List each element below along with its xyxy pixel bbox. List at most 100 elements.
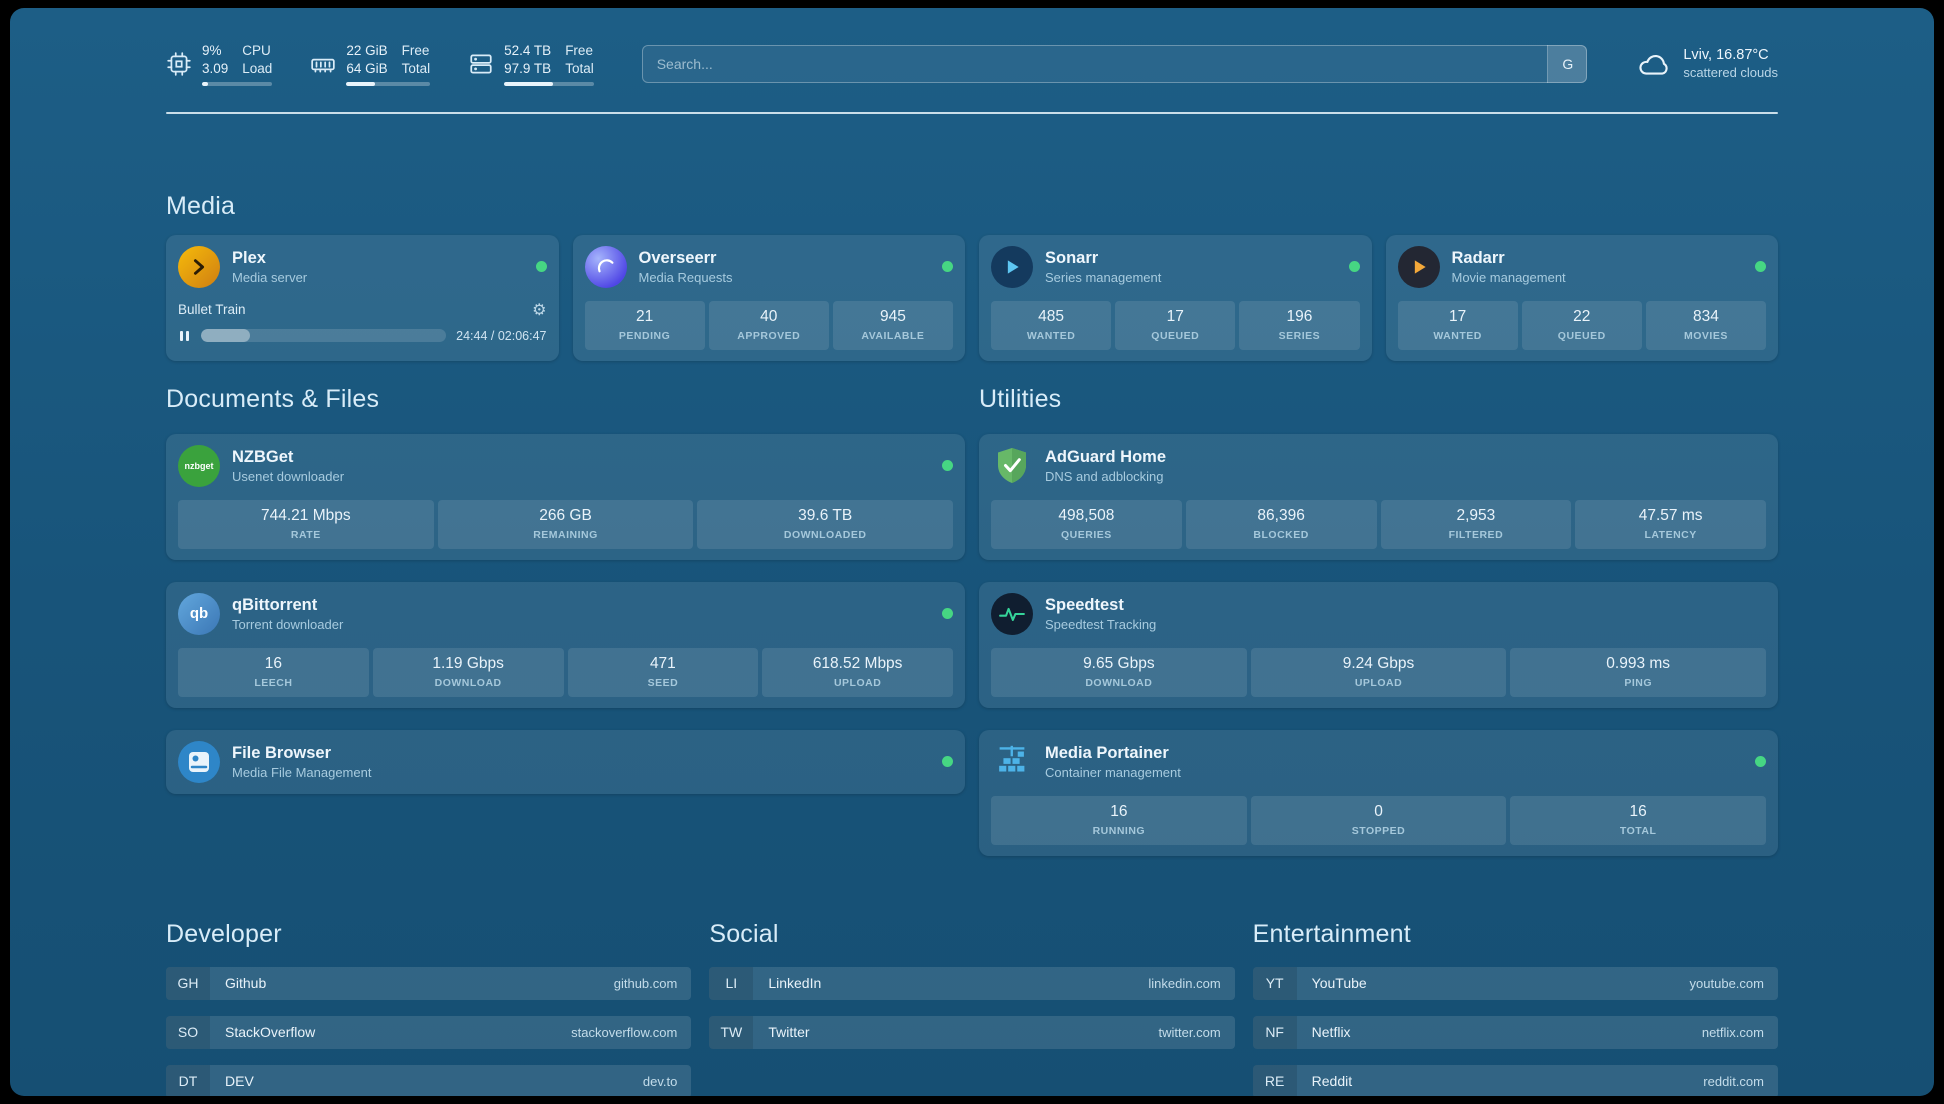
cpu-progress-bar [202,81,273,86]
cpu-progress-fill [202,81,209,86]
bookmark-group-social: Social LI LinkedIn linkedin.com TW Twitt… [709,919,1235,1049]
stat-ping: 0.993 ms PING [1510,647,1767,697]
resource-widgets: 9% 3.09 CPU Load [166,42,594,86]
bookmark-stackoverflow[interactable]: SO StackOverflow stackoverflow.com [166,1015,692,1049]
weather-location: Lviv, 16.87°C [1683,47,1769,64]
stat-upload: 618.52 Mbps UPLOAD [762,647,953,697]
service-title: Plex [232,248,266,267]
service-subtitle: Speedtest Tracking [1045,616,1157,632]
stat-seed: 471 SEED [567,647,759,697]
disk-total-value: 97.9 TB [504,60,552,76]
playback-progress-bar[interactable] [200,329,447,343]
service-subtitle: DNS and adblocking [1045,468,1164,484]
stat-rate: 744.21 Mbps RATE [178,499,434,549]
utilities-section-title: Utilities [979,384,1062,413]
service-card-nzbget[interactable]: nzbget NZBGet Usenet downloader 744.21 M… [166,433,965,560]
stat-latency: 47.57 ms LATENCY [1575,499,1766,549]
stat-download: 9.65 Gbps DOWNLOAD [991,647,1247,697]
portainer-icon [991,741,1033,783]
cpu-usage-value: 9% [202,43,222,58]
status-dot [1755,261,1766,273]
memory-icon [310,51,336,77]
service-card-portainer[interactable]: Media Portainer Container management 16 … [979,729,1778,856]
gear-icon[interactable]: ⚙ [532,301,547,319]
status-dot [942,460,953,472]
topbar: 9% 3.09 CPU Load [166,42,1778,86]
search-input[interactable] [641,44,1588,83]
now-playing-title: Bullet Train [178,302,246,318]
memory-label-1: Free [401,43,430,58]
bookmark-youtube[interactable]: YT YouTube youtube.com [1252,966,1778,1000]
stat-wanted: 485 WANTED [991,300,1112,350]
stat-download: 1.19 Gbps DOWNLOAD [372,647,564,697]
service-card-plex[interactable]: Plex Media server Bullet Train ⚙ [166,234,559,361]
media-section-title: Media [166,191,236,220]
weather-widget: Lviv, 16.87°C scattered clouds [1635,46,1778,82]
status-dot [942,608,953,620]
status-dot [1755,756,1766,768]
cpu-label-2: Load [242,60,273,76]
service-title: Media Portainer [1045,743,1169,762]
stat-remaining: 266 GB REMAINING [437,499,694,549]
service-card-adguard[interactable]: AdGuard Home DNS and adblocking 498,508 … [979,433,1778,560]
disk-free-value: 52.4 TB [504,43,552,58]
cpu-label-1: CPU [242,43,271,58]
stat-queued: 22 QUEUED [1521,300,1642,350]
search-bar: G [641,44,1588,83]
service-card-filebrowser[interactable]: File Browser Media File Management [166,729,965,794]
stat-running: 16 RUNNING [991,795,1247,845]
service-subtitle: Movie management [1451,269,1566,285]
bookmark-twitter[interactable]: TW Twitter twitter.com [709,1015,1235,1049]
stat-downloaded: 39.6 TB DOWNLOADED [697,499,954,549]
bookmark-linkedin[interactable]: LI LinkedIn linkedin.com [709,966,1235,1000]
stat-total: 16 TOTAL [1510,795,1767,845]
cpu-load-value: 3.09 [202,60,229,76]
stat-leech: 16 LEECH [178,647,369,697]
playback-time: 24:44 / 02:06:47 [456,328,547,343]
service-subtitle: Container management [1045,764,1181,780]
service-card-radarr[interactable]: Radarr Movie management 17 WANTED 22 QUE… [1385,234,1778,361]
pause-button[interactable] [178,330,191,341]
service-card-qbittorrent[interactable]: qb qBittorrent Torrent downloader 16 [166,581,965,708]
stat-queued: 17 QUEUED [1115,300,1236,350]
speedtest-icon [991,592,1033,635]
memory-widget: 22 GiB 64 GiB Free Total [310,42,431,86]
bookmark-group-entertainment: Entertainment YT YouTube youtube.com NF … [1252,920,1778,1096]
service-subtitle: Usenet downloader [232,468,345,484]
stat-filtered: 2,953 FILTERED [1380,499,1572,549]
stat-pending: 21 PENDING [584,300,705,350]
service-subtitle: Torrent downloader [232,616,344,632]
stat-wanted: 17 WANTED [1397,300,1518,350]
status-dot [942,261,953,273]
bookmark-reddit[interactable]: RE Reddit reddit.com [1252,1064,1778,1096]
section-documents: Documents & Files nzbget NZBGet Usenet d… [166,385,965,794]
status-dot [535,261,547,273]
divider [166,111,1778,114]
social-group-title: Social [709,919,779,948]
nzbget-icon: nzbget [178,444,220,487]
search-provider-button[interactable]: G [1547,44,1588,83]
filebrowser-icon [178,740,220,783]
sonarr-icon [991,245,1033,288]
stat-blocked: 86,396 BLOCKED [1185,499,1377,549]
stat-movies: 834 MOVIES [1645,300,1767,350]
bookmark-dev[interactable]: DT DEV dev.to [166,1064,692,1096]
stat-upload: 9.24 Gbps UPLOAD [1250,647,1507,697]
status-dot [942,756,953,768]
disk-icon [468,51,494,77]
service-card-speedtest[interactable]: Speedtest Speedtest Tracking 9.65 Gbps D… [979,581,1778,708]
cpu-icon [166,51,192,77]
dashboard: 9% 3.09 CPU Load [10,8,1934,1096]
weather-condition: scattered clouds [1683,65,1778,81]
bookmark-netflix[interactable]: NF Netflix netflix.com [1252,1015,1778,1049]
service-card-overseerr[interactable]: Overseerr Media Requests 21 PENDING 40 A… [572,234,965,361]
cloud-icon [1635,46,1671,82]
service-card-sonarr[interactable]: Sonarr Series management 485 WANTED 17 Q… [979,234,1372,361]
stat-stopped: 0 STOPPED [1250,795,1507,845]
disk-progress-bar [504,81,594,86]
service-subtitle: Media Requests [638,269,733,285]
documents-section-title: Documents & Files [166,384,380,413]
memory-label-2: Total [401,60,431,76]
bookmark-github[interactable]: GH Github github.com [166,966,692,1000]
disk-widget: 52.4 TB 97.9 TB Free Total [468,42,594,86]
